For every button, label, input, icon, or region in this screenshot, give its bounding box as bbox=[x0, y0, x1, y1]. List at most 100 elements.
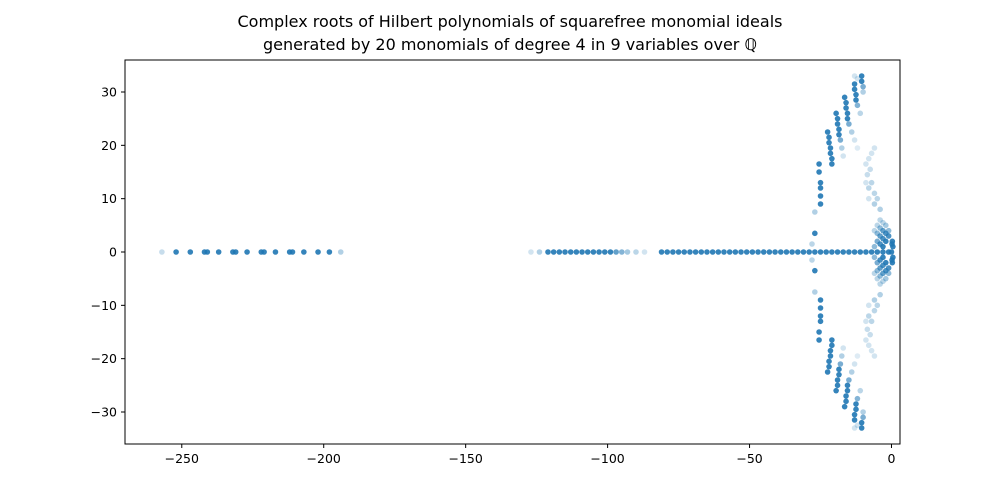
data-point bbox=[337, 249, 344, 255]
data-point bbox=[871, 190, 878, 197]
data-point bbox=[772, 249, 778, 255]
data-point bbox=[204, 249, 211, 255]
data-point bbox=[755, 249, 761, 255]
data-point bbox=[829, 337, 835, 343]
data-point bbox=[584, 249, 591, 255]
data-point bbox=[885, 233, 892, 239]
data-point bbox=[698, 249, 705, 255]
data-point bbox=[858, 425, 865, 431]
data-point bbox=[817, 305, 824, 311]
data-point bbox=[851, 417, 858, 423]
data-point bbox=[834, 121, 841, 127]
data-point bbox=[590, 249, 597, 255]
data-point bbox=[874, 302, 881, 309]
data-point bbox=[809, 257, 815, 263]
data-point bbox=[829, 155, 835, 162]
data-point bbox=[692, 249, 699, 255]
data-point bbox=[817, 193, 824, 199]
data-point bbox=[865, 155, 872, 162]
data-point bbox=[618, 249, 625, 255]
data-point bbox=[864, 326, 871, 333]
x-tick-label: −200 bbox=[307, 451, 341, 466]
data-point bbox=[824, 129, 831, 135]
data-point bbox=[844, 110, 851, 117]
data-point bbox=[877, 281, 883, 287]
data-point bbox=[877, 206, 883, 213]
data-point bbox=[871, 270, 878, 277]
data-point bbox=[868, 347, 875, 354]
data-point bbox=[670, 249, 676, 255]
data-point bbox=[829, 161, 835, 167]
data-point bbox=[817, 179, 824, 186]
data-point bbox=[732, 249, 739, 255]
data-point bbox=[880, 278, 886, 285]
data-point bbox=[837, 361, 844, 367]
data-point bbox=[871, 353, 878, 359]
data-point bbox=[579, 249, 585, 255]
data-point bbox=[868, 249, 875, 255]
data-point bbox=[860, 89, 866, 95]
data-point bbox=[826, 139, 832, 146]
data-point bbox=[783, 249, 790, 255]
data-point bbox=[889, 257, 895, 263]
data-point bbox=[858, 73, 865, 79]
chart-subtitle: generated by 20 monomials of degree 4 in… bbox=[263, 35, 757, 54]
data-point bbox=[833, 387, 839, 394]
data-point bbox=[836, 371, 842, 378]
y-axis: −30 −20 −10 0 10 20 30 bbox=[91, 85, 125, 420]
data-point bbox=[817, 297, 824, 303]
x-tick-label: −150 bbox=[448, 451, 482, 466]
data-point bbox=[823, 249, 829, 255]
data-point bbox=[766, 249, 773, 255]
data-point bbox=[812, 289, 818, 295]
data-point bbox=[836, 126, 842, 133]
data-point bbox=[840, 249, 847, 255]
data-point bbox=[272, 249, 279, 255]
data-point bbox=[573, 249, 580, 255]
data-point bbox=[545, 249, 551, 255]
data-point bbox=[874, 195, 881, 202]
data-point bbox=[883, 275, 889, 282]
data-point bbox=[721, 249, 727, 255]
x-tick-label: −100 bbox=[590, 451, 624, 466]
data-point bbox=[880, 243, 886, 250]
data-point bbox=[834, 382, 841, 389]
data-point bbox=[871, 307, 878, 314]
data-point bbox=[624, 249, 631, 255]
data-point bbox=[839, 145, 845, 151]
data-point bbox=[857, 249, 864, 255]
data-point bbox=[289, 249, 296, 255]
data-point bbox=[824, 369, 831, 375]
data-point bbox=[877, 217, 883, 223]
data-point bbox=[159, 249, 165, 255]
data-point bbox=[851, 73, 858, 79]
data-point bbox=[858, 78, 865, 85]
data-point bbox=[836, 366, 842, 373]
data-point bbox=[841, 94, 848, 101]
data-point bbox=[232, 249, 239, 255]
data-point bbox=[865, 185, 872, 191]
data-point bbox=[846, 249, 852, 255]
data-point bbox=[760, 249, 767, 255]
data-point bbox=[888, 249, 895, 255]
data-point bbox=[844, 382, 851, 389]
data-point bbox=[865, 313, 872, 319]
data-point bbox=[528, 249, 534, 255]
data-point bbox=[854, 395, 861, 402]
data-point bbox=[853, 406, 859, 413]
data-point bbox=[853, 401, 859, 407]
data-point bbox=[215, 249, 222, 255]
x-tick-label: 0 bbox=[888, 451, 896, 466]
x-tick-label: −50 bbox=[736, 451, 762, 466]
data-point bbox=[860, 409, 866, 415]
data-point bbox=[871, 297, 878, 303]
data-point bbox=[187, 249, 194, 255]
data-point bbox=[871, 145, 878, 151]
data-point bbox=[817, 249, 824, 255]
data-point bbox=[865, 302, 872, 309]
data-point bbox=[868, 179, 875, 186]
data-point bbox=[851, 81, 858, 87]
data-point bbox=[844, 387, 851, 394]
data-point bbox=[853, 97, 859, 103]
data-point bbox=[885, 227, 892, 234]
